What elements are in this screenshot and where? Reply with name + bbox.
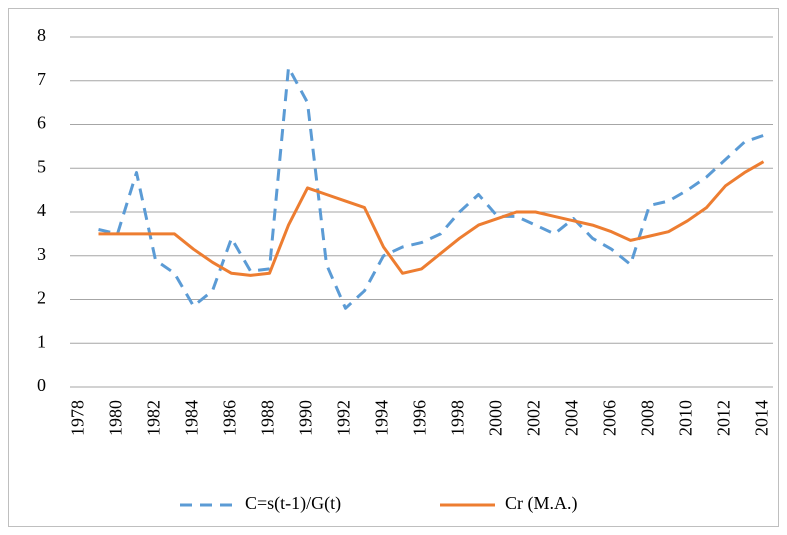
- x-tick-label: 1986: [220, 400, 240, 436]
- x-tick-label: 2002: [524, 400, 544, 436]
- x-tick-label: 2012: [714, 400, 734, 436]
- x-tick-label: 1978: [68, 400, 88, 436]
- x-tick-label: 2006: [600, 400, 620, 436]
- x-tick-label: 1982: [144, 400, 164, 436]
- y-tick-label: 2: [37, 288, 46, 308]
- x-tick-label: 1998: [448, 400, 468, 436]
- x-tick-label: 1996: [410, 400, 430, 436]
- x-tick-label: 1984: [182, 400, 202, 436]
- y-tick-label: 5: [37, 156, 46, 176]
- y-tick-label: 4: [37, 200, 46, 220]
- y-tick-label: 3: [37, 244, 46, 264]
- x-tick-label: 1980: [106, 400, 126, 436]
- y-tick-label: 6: [37, 113, 46, 133]
- y-tick-label: 7: [37, 69, 46, 89]
- x-tick-label: 1992: [334, 400, 354, 436]
- x-tick-label: 1994: [372, 400, 392, 436]
- x-tick-label: 2008: [638, 400, 658, 436]
- chart-frame: [8, 8, 779, 527]
- x-tick-label: 2014: [752, 400, 772, 436]
- series-line: [98, 66, 764, 310]
- y-tick-label: 0: [37, 375, 46, 395]
- x-tick-label: 1988: [258, 400, 278, 436]
- x-tick-label: 2000: [486, 400, 506, 436]
- y-tick-label: 8: [37, 25, 46, 45]
- legend-label: C=s(t-1)/G(t): [245, 493, 341, 514]
- x-tick-label: 2010: [676, 400, 696, 436]
- series-line: [98, 160, 765, 277]
- legend-label: Cr (M.A.): [505, 493, 578, 514]
- x-tick-label: 1990: [296, 400, 316, 436]
- y-tick-label: 1: [37, 331, 46, 351]
- x-tick-label: 2004: [562, 400, 582, 436]
